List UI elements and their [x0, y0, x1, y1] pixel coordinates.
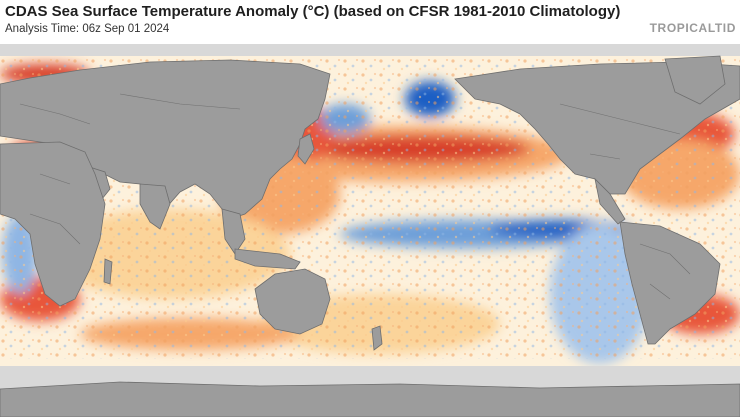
land-australia — [254, 268, 331, 335]
land-masses — [0, 55, 740, 417]
land-greenland — [664, 55, 726, 105]
land-south-america — [619, 221, 721, 345]
land-antarctica — [0, 381, 740, 417]
boundaries — [19, 93, 691, 300]
analysis-time: Analysis Time: 06z Sep 01 2024 — [5, 23, 170, 35]
land-new-zealand — [371, 325, 383, 351]
map-title: CDAS Sea Surface Temperature Anomaly (°C… — [5, 3, 621, 20]
header: CDAS Sea Surface Temperature Anomaly (°C… — [0, 0, 740, 44]
land-central-america — [594, 177, 626, 225]
land-africa — [0, 141, 106, 307]
land-japan — [297, 133, 315, 165]
land-madagascar — [103, 258, 113, 285]
sst-anomaly-map — [0, 44, 740, 417]
land-india — [139, 183, 171, 230]
brand-watermark: TROPICALTID — [649, 21, 736, 35]
land-indochina — [221, 208, 246, 255]
land-indonesia — [234, 248, 301, 270]
